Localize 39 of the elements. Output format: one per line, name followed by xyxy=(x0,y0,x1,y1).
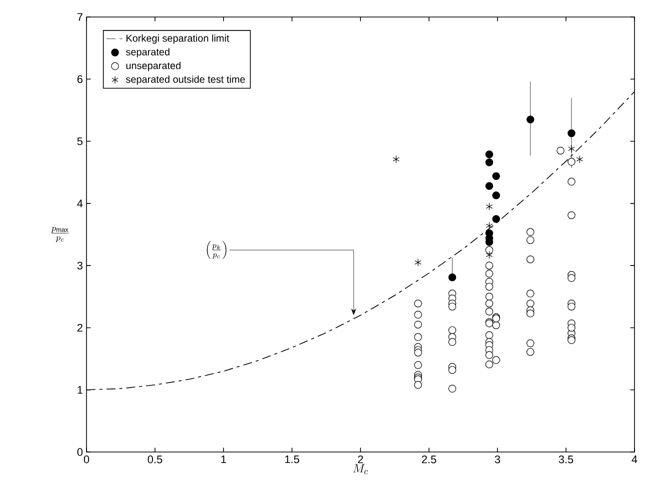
x-tick-label: 4 xyxy=(632,456,638,464)
y-tick-label: 1 xyxy=(78,386,82,394)
y-tick-label: 3 xyxy=(77,262,82,270)
x-tick-label: 3 xyxy=(494,456,500,464)
point xyxy=(576,155,584,164)
x-tick-label: 0.5 xyxy=(148,456,162,464)
point xyxy=(526,116,534,124)
legend-label: separated outside test time xyxy=(126,76,245,85)
point xyxy=(485,150,494,158)
point xyxy=(392,155,400,164)
y-tick-label: 7 xyxy=(77,13,82,21)
point xyxy=(492,215,500,223)
y-axis-title: $\frac{p_{\max}}{p_c}$ xyxy=(51,226,69,242)
point xyxy=(414,258,422,266)
y-tick-label: 5 xyxy=(77,137,83,146)
legend-label: unseparated xyxy=(126,62,180,72)
point xyxy=(485,158,494,166)
point xyxy=(448,273,456,282)
point xyxy=(486,202,493,210)
x-tick-label: 3.5 xyxy=(558,456,574,464)
point xyxy=(492,172,500,180)
y-tick-label: 4 xyxy=(77,200,83,208)
x-tick-label: 2.5 xyxy=(422,456,436,464)
x-tick-label: 2 xyxy=(358,456,364,464)
y-tick-label: 2 xyxy=(77,324,82,332)
x-tick-label: 0 xyxy=(84,456,90,464)
legend-label: separated xyxy=(126,48,170,58)
annotation: $\left(\frac{p_k}{p_c}\right)$ xyxy=(206,241,226,259)
y-tick-label: 0 xyxy=(77,448,83,456)
legend-label: Korkegi separation limit xyxy=(126,34,230,44)
point xyxy=(568,144,575,153)
point xyxy=(492,191,500,200)
point xyxy=(486,222,493,230)
x-tick-label: 1.5 xyxy=(285,456,300,464)
x-tick-label: 1 xyxy=(221,456,226,464)
point xyxy=(568,129,576,138)
point xyxy=(485,182,494,190)
x-axis-title: $M_c$ xyxy=(353,464,368,474)
y-tick-label: 6 xyxy=(77,75,82,84)
